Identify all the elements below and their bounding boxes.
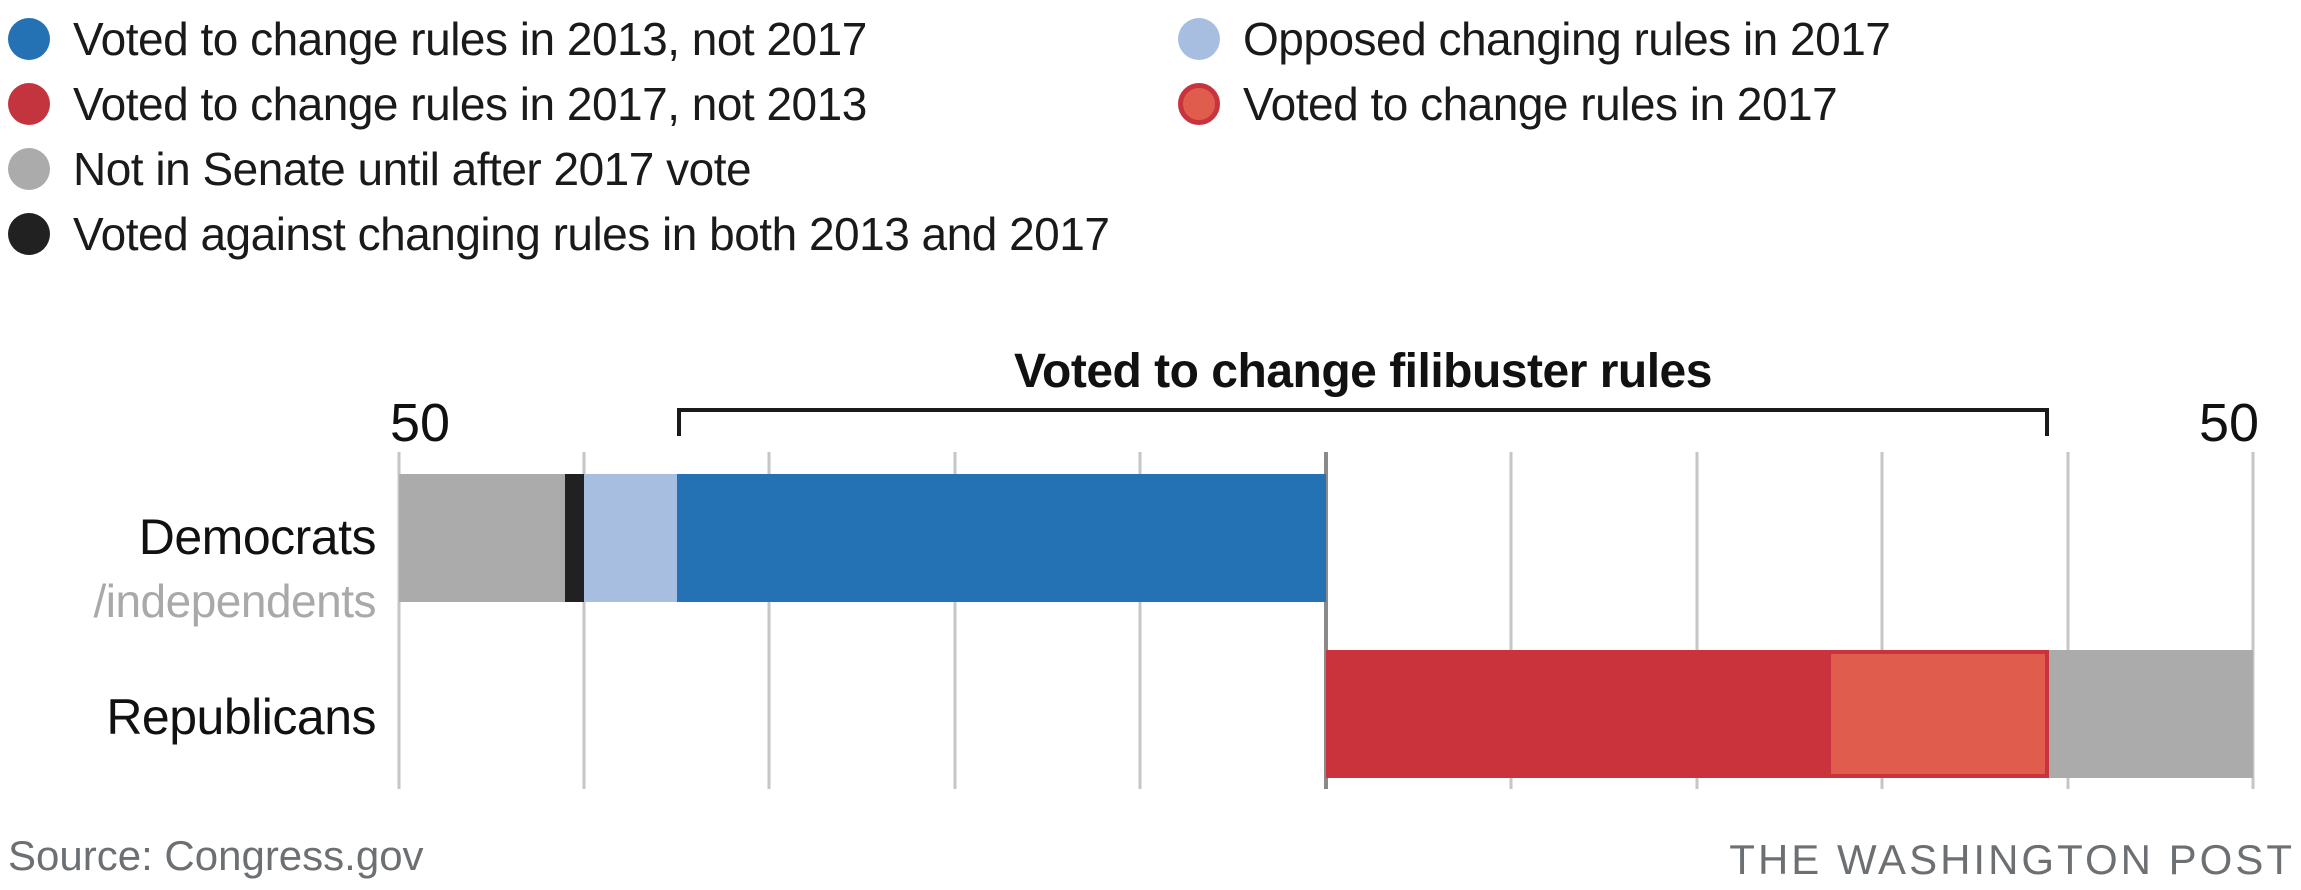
bar-segment [583,474,677,602]
legend-item-label: Voted to change rules in 2017, not 2013 [73,77,867,130]
gridline [1509,452,1513,789]
legend-dot-icon [8,17,50,60]
gridline [2066,452,2070,789]
bar-segment [2049,650,2254,778]
legend-item: Voted to change rules in 2013, not 2017 [8,6,1109,71]
bar-row-republicans [1325,650,2254,778]
gridline [953,452,957,789]
publisher-credit: THE WASHINGTON POST [1729,836,2295,883]
bracket-tick [676,408,681,436]
bar-segment [565,474,584,602]
bracket-line [676,408,2050,412]
legend-item-label: Opposed changing rules in 2017 [1243,12,1891,65]
legend-dot-icon [1178,82,1220,125]
row-label-independents: /independents [93,574,376,628]
legend-column-left: Voted to change rules in 2013, not 2017 V… [8,6,1110,266]
legend-item-label: Not in Senate until after 2017 vote [73,142,752,195]
legend-item: Voted against changing rules in both 201… [8,201,1110,266]
gridline-center [1323,452,1328,789]
row-label-republicans: Republicans [106,688,376,746]
legend-dot-icon [8,212,50,255]
bar-segment [1325,650,1827,778]
gridline [1695,452,1699,789]
legend-item-label: Voted to change rules in 2017 [1243,77,1838,130]
gridline [397,452,400,789]
axis-tick-label-left: 50 [389,393,451,453]
source-note: Source: Congress.gov [8,832,424,879]
row-label-republicans-text: Republicans [106,689,376,745]
legend-item: Opposed changing rules in 2017 [1178,6,1891,71]
bar-segment [1826,650,2050,778]
bar-segment [398,474,566,602]
legend-dot-icon [8,147,50,190]
row-label-democrats: Democrats [138,508,377,566]
gridline [767,452,771,789]
bar-row-democrats [398,474,1326,602]
row-label-democrats-text: Democrats [138,509,377,565]
axis-tick-label-right: 50 [2198,393,2260,453]
legend-dot-icon [1178,17,1220,60]
legend-dot-icon [8,82,50,125]
legend-item: Not in Senate until after 2017 vote [8,136,1109,201]
legend-item-label: Voted to change rules in 2013, not 2017 [73,12,867,65]
gridline [1880,452,1884,789]
chart-title: Voted to change filibuster rules [1014,345,1712,398]
row-label-independents-text: /independents [93,575,376,627]
legend-item-label: Voted against changing rules in both 201… [73,207,1110,260]
bar-segment [676,474,1326,602]
legend-item: Voted to change rules in 2017, not 2013 [8,71,1109,136]
bracket-tick [2045,408,2050,436]
gridline [582,452,586,789]
gridline [2251,452,2255,789]
legend-column-right: Opposed changing rules in 2017 Voted to c… [1178,6,1891,136]
gridline [1138,452,1142,789]
legend-item: Voted to change rules in 2017 [1178,71,1890,136]
